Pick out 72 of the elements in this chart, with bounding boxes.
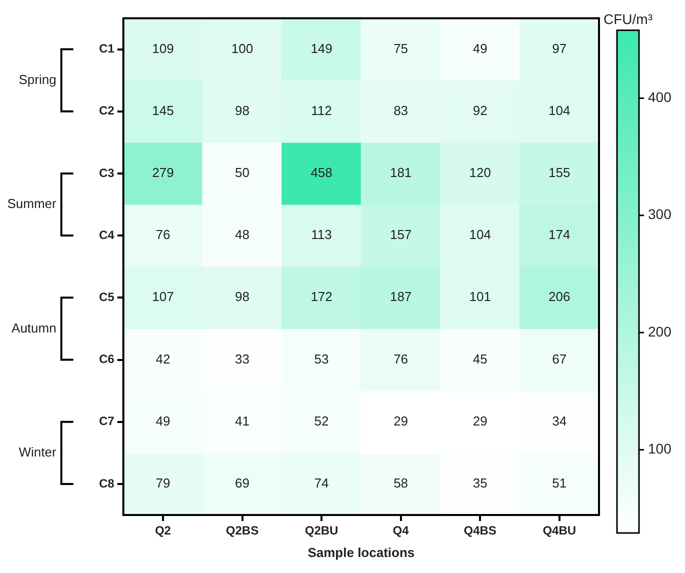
data-label: 41 — [235, 413, 250, 428]
data-label: 48 — [235, 227, 250, 242]
data-label: 51 — [552, 476, 567, 491]
data-label: 35 — [472, 476, 488, 491]
data-label: 101 — [469, 289, 491, 304]
data-label: 29 — [394, 413, 408, 428]
text: Winter — [18, 444, 58, 460]
data-label: 34 — [552, 413, 567, 428]
y-tick-label: C2 — [98, 104, 115, 118]
text: Autumn — [12, 320, 56, 336]
color-bar-label: 100 — [648, 440, 672, 457]
data-label: 145 — [152, 102, 174, 118]
x-tick-label: Q2BS — [226, 524, 259, 538]
x-tick-label: Q4BS — [464, 524, 496, 538]
data-label: 92 — [472, 102, 488, 118]
data-label: 33 — [235, 351, 250, 366]
data-label: 52 — [314, 413, 329, 428]
y-tick-label: C6 — [98, 352, 115, 366]
data-label: 104 — [469, 227, 491, 242]
data-label: 458 — [310, 165, 332, 180]
data-label: 69 — [235, 476, 250, 491]
data-label: 29 — [472, 413, 488, 428]
x-tick-label: Q4 — [392, 524, 410, 538]
data-label: 109 — [152, 40, 174, 56]
y-tick-label: C3 — [98, 166, 115, 180]
data-label: 107 — [152, 289, 174, 304]
data-label: 113 — [311, 227, 332, 242]
data-label: 120 — [469, 165, 491, 180]
text: Summer — [7, 196, 58, 212]
data-label: 45 — [472, 351, 488, 366]
data-label: 97 — [552, 40, 567, 56]
data-label: 58 — [394, 476, 408, 491]
y-tick-label: C4 — [98, 228, 115, 242]
data-label: 187 — [390, 289, 412, 304]
data-label: 76 — [156, 227, 170, 242]
x-tick-label: Q2BU — [304, 524, 338, 538]
data-label: 174 — [548, 227, 570, 242]
data-label: 76 — [394, 351, 408, 366]
data-label: 157 — [390, 227, 412, 242]
data-label: 172 — [310, 289, 332, 304]
data-label: 279 — [152, 165, 174, 180]
data-label: 206 — [548, 289, 570, 304]
data-label: 67 — [552, 351, 567, 366]
color-bar-label: 400 — [648, 89, 672, 106]
data-label: 149 — [310, 40, 332, 56]
data-label: 49 — [156, 413, 170, 428]
color-bar-label: 300 — [648, 206, 672, 222]
y-tick-label: C5 — [98, 290, 115, 304]
data-label: 74 — [314, 476, 329, 491]
y-tick-label: C8 — [98, 476, 115, 490]
data-label: 53 — [314, 351, 329, 366]
data-label: 79 — [156, 476, 170, 491]
data-label: 104 — [548, 102, 570, 118]
data-label: 75 — [394, 40, 408, 56]
data-label: 50 — [235, 165, 250, 180]
color-bar-title: CFU/m³ — [604, 11, 653, 28]
y-tick-label: C1 — [98, 42, 115, 56]
data-label: 98 — [235, 289, 250, 304]
data-label: 49 — [472, 40, 488, 56]
data-label: 155 — [548, 165, 570, 180]
text: Spring — [18, 72, 56, 87]
data-label: 181 — [390, 165, 412, 180]
x-tick-label: Q4BU — [542, 524, 576, 538]
color-bar-label: 200 — [648, 323, 672, 340]
x-tick-label: Q2 — [154, 524, 172, 538]
data-label: 100 — [231, 40, 254, 56]
y-tick-label: C7 — [98, 414, 115, 428]
data-label: 112 — [311, 102, 332, 118]
x-axis-title: Sample locations — [308, 544, 415, 560]
data-label: 83 — [394, 102, 408, 118]
data-label: 98 — [235, 102, 250, 118]
data-label: 42 — [156, 351, 170, 366]
